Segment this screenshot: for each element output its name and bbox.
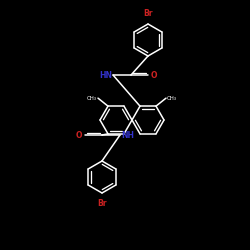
- Text: O: O: [151, 70, 158, 80]
- Text: O: O: [76, 130, 82, 140]
- Text: CH₃: CH₃: [87, 96, 97, 101]
- Text: CH₃: CH₃: [167, 96, 177, 101]
- Text: HN: HN: [99, 70, 112, 80]
- Text: NH: NH: [121, 130, 134, 140]
- Text: Br: Br: [143, 9, 153, 18]
- Text: Br: Br: [97, 199, 107, 208]
